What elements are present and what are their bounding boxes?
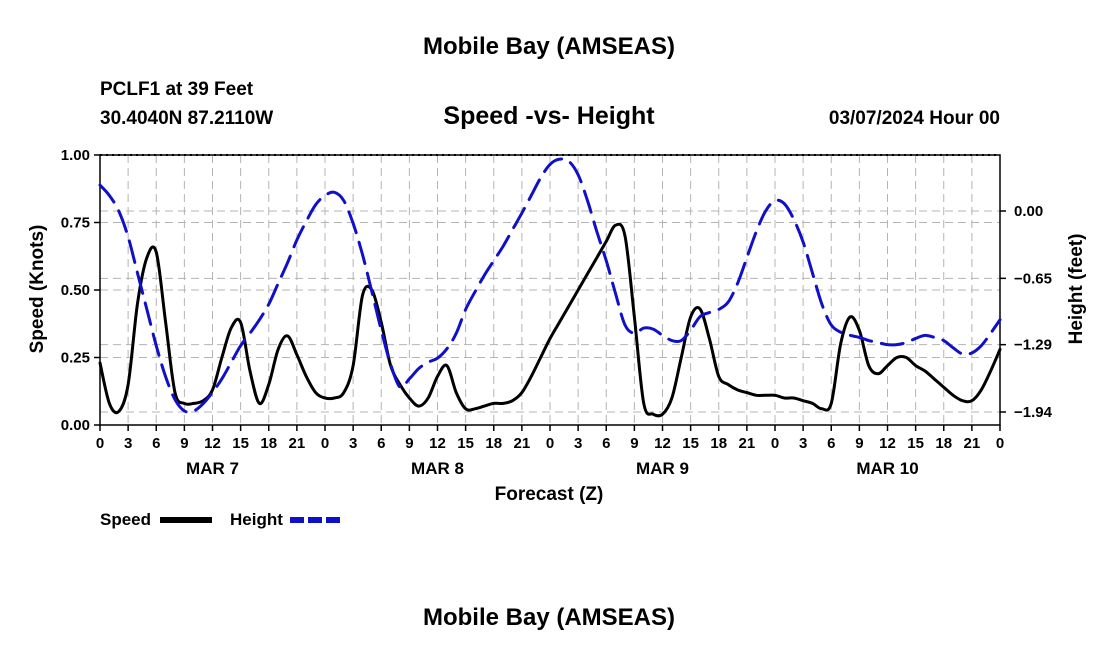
- y-tick-label-left: 1.00: [61, 147, 90, 164]
- y-tick-label-left: 0.50: [61, 282, 90, 299]
- x-tick-label: 9: [630, 435, 638, 452]
- y-tick-label-right: 0.00: [1014, 203, 1043, 220]
- x-tick-label: 0: [321, 435, 329, 452]
- x-tick-label: 12: [204, 435, 221, 452]
- axes: 0 3 6 9 12 15 18 21 0 3 6 9 12 15 18 21 0 3 6 9 12 15 18 21 0 3 6 9…: [61, 147, 1053, 478]
- y-axis-label-right: Height (feet): [1066, 234, 1087, 345]
- x-tick-label: 21: [739, 435, 756, 452]
- x-tick-label: 18: [485, 435, 502, 452]
- x-tick-label: 9: [180, 435, 188, 452]
- day-label: MAR 9: [636, 459, 689, 478]
- y-tick-label-right: −1.94: [1014, 404, 1053, 421]
- y-tick-label-left: 0.25: [61, 350, 90, 367]
- legend: Speed Height: [100, 510, 342, 529]
- y-tick-label-right: −0.65: [1014, 270, 1052, 287]
- x-tick-label: 15: [457, 435, 474, 452]
- x-tick-label: 21: [514, 435, 531, 452]
- legend-label-speed: Speed: [100, 510, 151, 529]
- y-tick-label-right: −1.29: [1014, 337, 1052, 354]
- x-tick-label: 9: [855, 435, 863, 452]
- legend-label-height: Height: [230, 510, 283, 529]
- chart-title: Speed -vs- Height: [443, 102, 655, 130]
- series-line-speed: [98, 222, 1002, 418]
- day-label: MAR 10: [856, 459, 918, 478]
- page-title-bottom: Mobile Bay (AMSEAS): [423, 604, 675, 631]
- x-tick-label: 12: [654, 435, 671, 452]
- x-tick-label: 0: [771, 435, 779, 452]
- station-label: PCLF1 at 39 Feet: [100, 79, 254, 100]
- x-tick-label: 6: [377, 435, 385, 452]
- x-tick-label: 6: [602, 435, 610, 452]
- series-line-height: [98, 157, 1002, 414]
- x-tick-label: 3: [574, 435, 582, 452]
- x-tick-label: 18: [935, 435, 952, 452]
- x-tick-label: 3: [349, 435, 357, 452]
- day-label: MAR 8: [411, 459, 464, 478]
- x-tick-label: 3: [799, 435, 807, 452]
- x-tick-label: 21: [289, 435, 306, 452]
- x-tick-label: 18: [260, 435, 277, 452]
- x-tick-label: 15: [232, 435, 249, 452]
- x-tick-label: 12: [429, 435, 446, 452]
- y-axis-label-left: Speed (Knots): [27, 225, 48, 354]
- x-tick-label: 0: [96, 435, 104, 452]
- x-tick-label: 12: [879, 435, 896, 452]
- series: [98, 157, 1002, 418]
- grid: [99, 154, 1001, 426]
- y-tick-label-left: 0.75: [61, 215, 90, 232]
- x-axis-label: Forecast (Z): [495, 484, 604, 505]
- x-tick-label: 3: [124, 435, 132, 452]
- x-tick-label: 21: [964, 435, 981, 452]
- x-tick-label: 15: [907, 435, 924, 452]
- x-tick-label: 6: [827, 435, 835, 452]
- x-tick-label: 0: [996, 435, 1004, 452]
- page-title-top: Mobile Bay (AMSEAS): [423, 33, 675, 60]
- x-tick-label: 18: [710, 435, 727, 452]
- x-tick-label: 9: [405, 435, 413, 452]
- y-tick-label-left: 0.00: [61, 417, 90, 434]
- x-tick-label: 15: [682, 435, 699, 452]
- day-label: MAR 7: [186, 459, 239, 478]
- station-coords: 30.4040N 87.2110W: [100, 108, 273, 129]
- x-tick-label: 6: [152, 435, 160, 452]
- forecast-date: 03/07/2024 Hour 00: [829, 108, 1000, 129]
- x-tick-label: 0: [546, 435, 554, 452]
